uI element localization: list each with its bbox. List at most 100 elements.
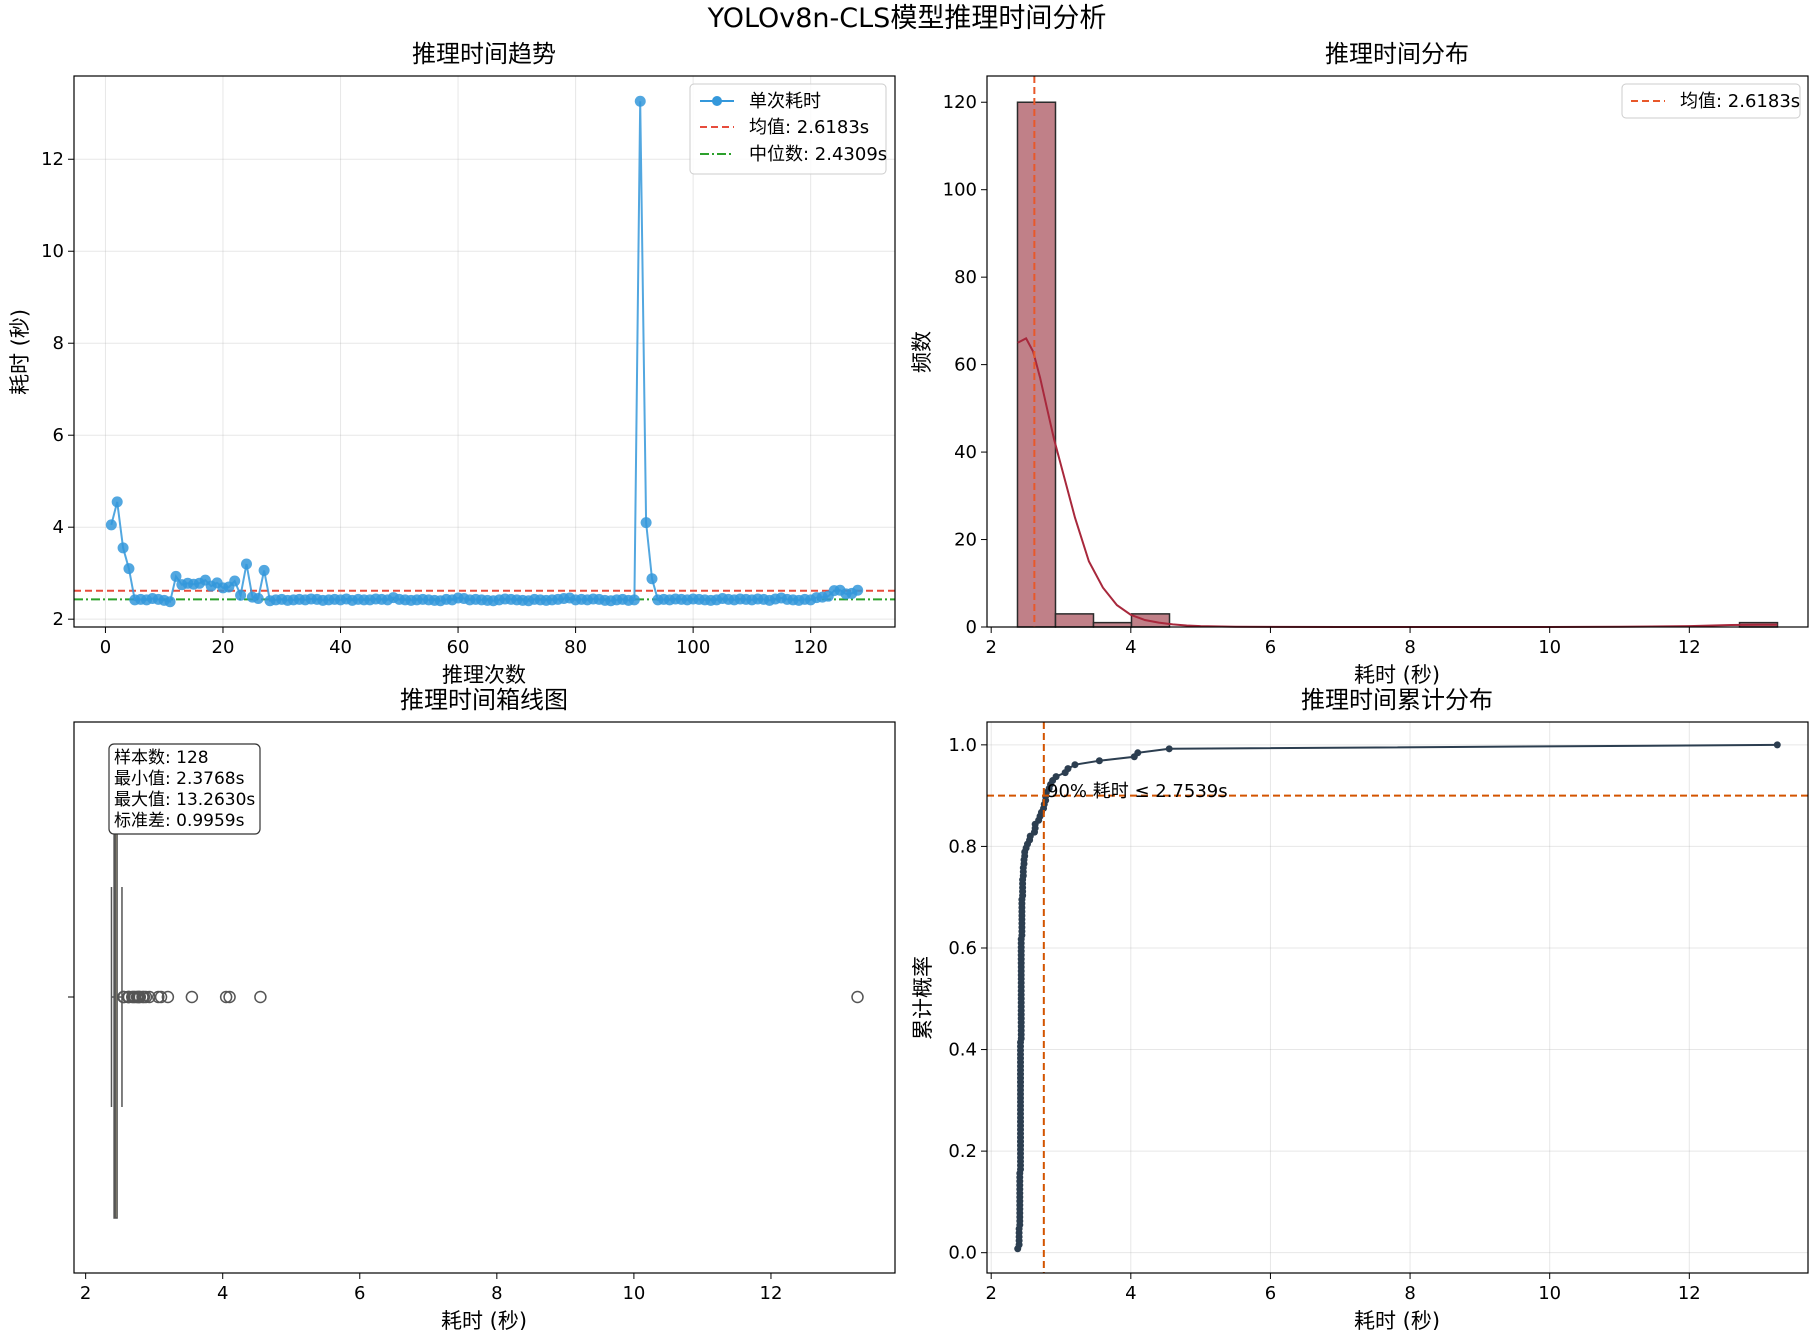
hist-ytick-label-3: 60 xyxy=(954,355,977,376)
legend-label-single: 单次耗时 xyxy=(749,91,821,112)
ecdf-xtick-label-10: 10 xyxy=(1538,1283,1561,1304)
trend-point-91 xyxy=(634,95,646,107)
box-xtick-label-4: 4 xyxy=(217,1283,228,1304)
ecdf-ylabel: 累计概率 xyxy=(911,956,935,1040)
ecdf-ytick-label-2: 0.4 xyxy=(948,1040,977,1061)
trend-point-23 xyxy=(235,589,247,601)
box-panel: 推理时间箱线图 2 4 6 8 10 12 耗时 (秒) 样本数: 128 最小值: 2.… xyxy=(68,686,896,1330)
legend-label-mean: 均值: 2.6183s xyxy=(749,117,869,138)
p90-annotation: 90% 耗时 ≤ 2.7539s xyxy=(1047,781,1228,802)
stats-sample-count: 样本数: 128 xyxy=(114,748,209,768)
trend-point-128 xyxy=(852,584,864,596)
box-outlier-18 xyxy=(154,990,168,1004)
hist-ytick-label-2: 40 xyxy=(954,442,977,463)
ecdf-xlabel: 耗时 (秒) xyxy=(1354,1309,1440,1330)
ecdf-xtick-label-4: 4 xyxy=(1125,1283,1136,1304)
hist-ytick-label-0: 0 xyxy=(966,617,977,638)
hist-xtick-label-10: 10 xyxy=(1538,637,1561,658)
box-outlier-20 xyxy=(185,990,199,1004)
ecdf-xtick-label-12: 12 xyxy=(1678,1283,1701,1304)
trend-ytick-label-5: 12 xyxy=(41,149,64,170)
trend-point-90 xyxy=(628,594,640,606)
trend-point-4 xyxy=(123,563,135,575)
box-xtick-label-2: 2 xyxy=(80,1283,91,1304)
ecdf-title: 推理时间累计分布 xyxy=(1301,686,1493,714)
box-xtick-label-8: 8 xyxy=(491,1283,502,1304)
hist-title: 推理时间分布 xyxy=(1325,40,1469,68)
ecdf-point-121 xyxy=(1064,765,1072,773)
hist-xtick-label-12: 12 xyxy=(1678,637,1701,658)
ecdf-ytick-label-1: 0.2 xyxy=(948,1141,977,1162)
ecdf-ytick-label-4: 0.8 xyxy=(948,836,977,857)
trend-point-92 xyxy=(640,517,652,529)
legend-marker-single xyxy=(712,96,722,106)
ecdf-point-123 xyxy=(1095,757,1103,765)
stats-box: 样本数: 128 最小值: 2.3768s 最大值: 13.2630s 标准差:… xyxy=(108,743,261,835)
hist-xtick-label-4: 4 xyxy=(1125,637,1136,658)
ecdf-point-126 xyxy=(1165,745,1173,753)
trend-point-1 xyxy=(105,519,117,531)
trend-point-26 xyxy=(252,592,264,604)
trend-ylabel: 耗时 (秒) xyxy=(8,309,32,395)
trend-title: 推理时间趋势 xyxy=(412,40,556,68)
hist-ytick-label-5: 100 xyxy=(943,180,977,201)
ecdf-xtick-label-8: 8 xyxy=(1404,1283,1415,1304)
trend-xtick-label-80: 80 xyxy=(564,637,587,658)
ecdf-axes-frame xyxy=(986,721,1809,1274)
trend-ytick-label-0: 2 xyxy=(53,609,64,630)
ecdf-ytick-label-0: 0.0 xyxy=(948,1243,977,1264)
trend-point-12 xyxy=(170,570,182,582)
hist-ytick-label-1: 20 xyxy=(954,530,977,551)
trend-xtick-label-60: 60 xyxy=(447,637,470,658)
trend-legend: 单次耗时 均值: 2.6183s 中位数: 2.4309s xyxy=(689,83,887,175)
hist-xtick-label-8: 8 xyxy=(1404,637,1415,658)
trend-xtick-label-0: 0 xyxy=(100,637,111,658)
trend-point-3 xyxy=(117,542,129,554)
hist-ytick-label-6: 120 xyxy=(943,92,977,113)
trend-point-27 xyxy=(258,564,270,576)
trend-point-11 xyxy=(164,596,176,608)
trend-xtick-label-20: 20 xyxy=(212,637,235,658)
box-xtick-label-10: 10 xyxy=(622,1283,645,1304)
ecdf-ytick-label-5: 1.0 xyxy=(948,735,977,756)
ecdf-point-125 xyxy=(1134,749,1142,757)
box-xtick-label-12: 12 xyxy=(760,1283,783,1304)
trend-ytick-label-2: 6 xyxy=(53,425,64,446)
ecdf-point-122 xyxy=(1071,761,1079,769)
ecdf-point-127 xyxy=(1773,741,1781,749)
box-outlier-22 xyxy=(223,990,236,1004)
trend-point-22 xyxy=(229,575,241,587)
box-outlier-23 xyxy=(254,990,267,1004)
box-xlabel: 耗时 (秒) xyxy=(441,1309,527,1330)
hist-xtick-label-2: 2 xyxy=(985,637,996,658)
box-outlier-15 xyxy=(139,990,153,1004)
trend-point-93 xyxy=(646,573,658,585)
ecdf-panel: 推理时间累计分布 2 4 6 8 10 12 0.0 0.2 0.4 0.6 0.8 1.0 耗时 (… xyxy=(911,686,1809,1330)
ecdf-xtick-label-2: 2 xyxy=(985,1283,996,1304)
ecdf-point-119 xyxy=(1052,773,1060,781)
box-xtick-label-6: 6 xyxy=(354,1283,365,1304)
box-outlier-19 xyxy=(161,990,175,1004)
trend-xtick-label-100: 100 xyxy=(676,637,710,658)
box-outlier-21 xyxy=(219,990,233,1004)
trend-point-24 xyxy=(240,558,252,570)
figure-title: YOLOv8n-CLS模型推理时间分析 xyxy=(707,3,1107,34)
trend-ytick-label-4: 10 xyxy=(41,241,64,262)
hist-legend: 均值: 2.6183s xyxy=(1621,83,1801,119)
hist-xlabel: 耗时 (秒) xyxy=(1354,663,1440,687)
box-title: 推理时间箱线图 xyxy=(400,686,568,714)
hist-ytick-label-4: 80 xyxy=(954,267,977,288)
hist-ylabel: 频数 xyxy=(910,331,934,373)
trend-axes-frame xyxy=(73,75,896,628)
ecdf-xtick-label-6: 6 xyxy=(1265,1283,1276,1304)
hist-legend-label-mean: 均值: 2.6183s xyxy=(1680,91,1800,112)
trend-point-2 xyxy=(111,496,123,508)
trend-ytick-label-3: 8 xyxy=(53,333,64,354)
trend-xtick-label-40: 40 xyxy=(329,637,352,658)
trend-panel: 推理时间趋势 0 20 40 60 80 100 120 2 4 6 8 10 12 推理次数 耗时 (… xyxy=(8,40,896,687)
hist-axes-frame xyxy=(986,75,1809,628)
hist-bar-2 xyxy=(1092,621,1133,628)
hist-xtick-label-6: 6 xyxy=(1265,637,1276,658)
